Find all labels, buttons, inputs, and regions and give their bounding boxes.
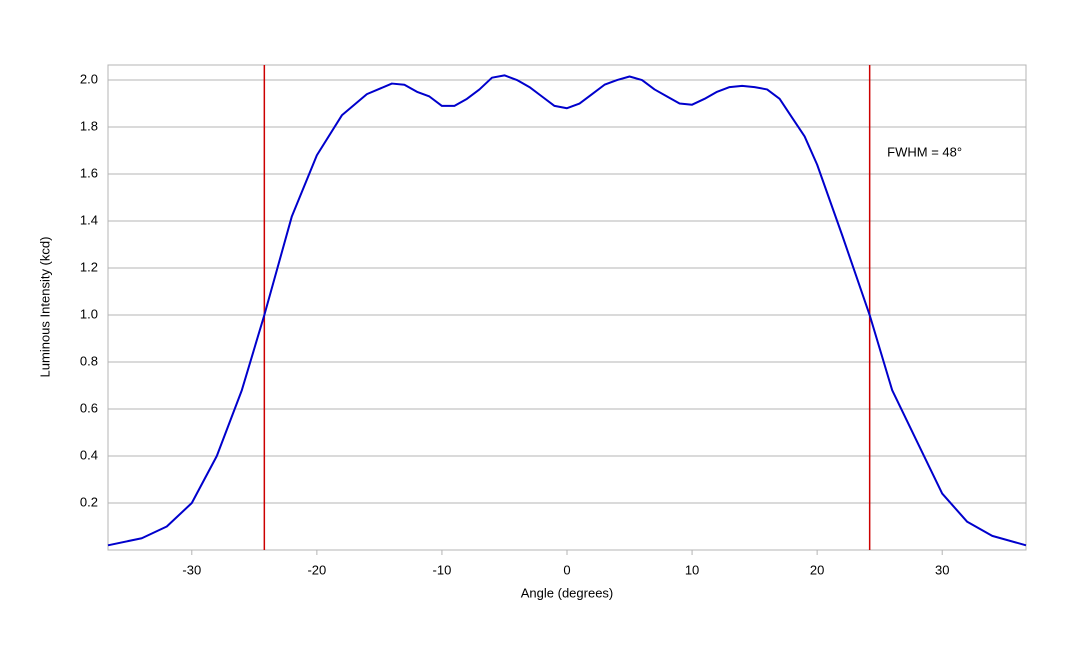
x-axis-label: Angle (degrees) [521,585,614,600]
y-tick-label: 0.4 [80,447,98,462]
y-tick-label: 0.2 [80,494,98,509]
annotation: FWHM = 48° [887,144,962,159]
y-tick-label: 1.6 [80,165,98,180]
x-tick-label: 0 [563,562,570,577]
y-tick-label: 1.8 [80,118,98,133]
x-tick-label: -10 [433,562,452,577]
y-tick-label: 0.6 [80,400,98,415]
y-axis-label: Luminous Intensity (kcd) [37,237,52,378]
x-tick-label: -30 [182,562,201,577]
y-tick-label: 1.0 [80,306,98,321]
x-tick-label: 20 [810,562,824,577]
y-tick-label: 0.8 [80,353,98,368]
y-tick-label: 2.0 [80,71,98,86]
x-tick-label: 30 [935,562,949,577]
data-line [107,74,1027,547]
plot-frame [107,64,1027,551]
x-tick-label: 10 [685,562,699,577]
x-tick-label: -20 [307,562,326,577]
y-tick-label: 1.4 [80,212,98,227]
y-tick-label: 1.2 [80,259,98,274]
